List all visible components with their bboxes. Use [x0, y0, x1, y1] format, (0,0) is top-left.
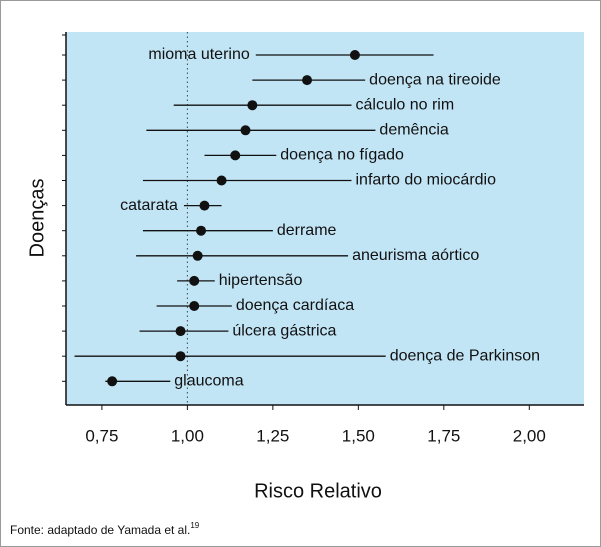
y-axis-label: Doenças	[26, 179, 48, 258]
point	[175, 326, 186, 337]
point	[189, 301, 200, 311]
x-tick-label: 1,50	[342, 426, 375, 445]
x-tick-label: 1,75	[427, 426, 460, 445]
x-tick-label: 1,25	[256, 426, 289, 445]
category-label: doença de Parkinson	[390, 347, 540, 364]
category-label: demência	[379, 122, 448, 139]
category-label: doença no fígado	[280, 147, 404, 164]
point	[107, 376, 118, 387]
point	[196, 225, 207, 236]
point	[189, 275, 200, 286]
point	[230, 150, 241, 161]
plot-area	[66, 32, 584, 405]
point	[216, 175, 227, 186]
category-label: aneurisma aórtico	[352, 247, 479, 264]
source: Fonte: adaptado de Yamada et al.19	[10, 521, 200, 537]
category-label: catarata	[120, 197, 178, 214]
x-axis-label: Risco Relativo	[254, 480, 382, 502]
x-tick-label: 1,00	[171, 426, 204, 445]
category-label: glaucoma	[174, 373, 243, 390]
category-label: infarto do miocárdio	[355, 172, 496, 189]
category-label: doença na tireoide	[369, 71, 501, 88]
category-label: hipertensão	[219, 272, 303, 289]
category-label: mioma uterino	[148, 46, 249, 63]
category-label: cálculo no rim	[355, 96, 454, 113]
source-text: Fonte: adaptado de Yamada et al.	[10, 523, 190, 537]
x-tick-label: 0,75	[85, 426, 118, 445]
source-ref: 19	[190, 521, 199, 530]
point	[199, 200, 210, 211]
point	[247, 100, 258, 111]
x-tick-label: 2,00	[513, 426, 546, 445]
point	[175, 351, 186, 362]
category-label: derrame	[277, 222, 337, 239]
category-label: doença cardíaca	[236, 297, 354, 314]
point	[302, 75, 313, 86]
point	[192, 250, 203, 261]
point	[349, 50, 360, 60]
point	[240, 125, 251, 136]
category-label: úlcera gástrica	[232, 322, 336, 339]
